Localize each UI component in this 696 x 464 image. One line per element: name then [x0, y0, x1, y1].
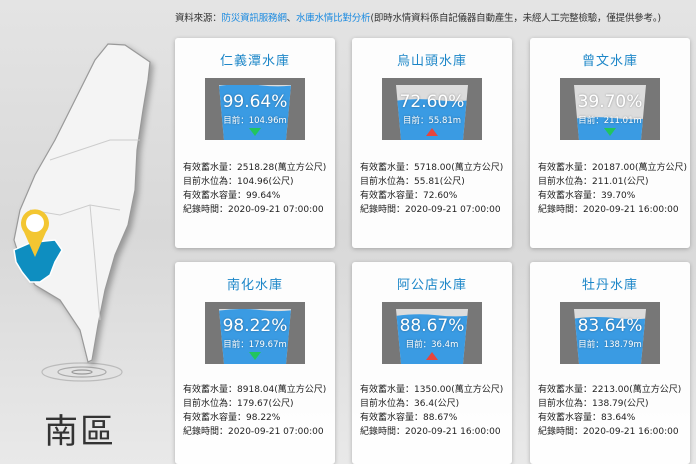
data-source-line: 資料來源：防災資訊服務網、水庫水情比對分析(即時水情資料係自記儀器自動產生，未經…	[175, 10, 661, 24]
storage-percent: 39.70%	[577, 92, 643, 112]
ripple	[71, 369, 93, 375]
reservoir-card[interactable]: 曾文水庫 39.70% 目前：211.01m 有效蓄水量：20187.00(萬立…	[530, 38, 690, 248]
taiwan-map	[13, 43, 151, 382]
ripple	[57, 366, 107, 378]
water-tank-gauge: 98.22% 目前：179.67m	[205, 302, 305, 364]
taiwan-island	[13, 43, 151, 363]
storage-percent: 99.64%	[222, 92, 288, 112]
storage-percent: 83.64%	[577, 316, 643, 336]
reservoir-name[interactable]: 仁義潭水庫	[219, 54, 290, 69]
separator: 、	[286, 13, 297, 24]
time-row: 紀錄時間：2020-09-21 07:00:00	[183, 205, 324, 215]
water-fill	[219, 309, 291, 364]
reservoir-info: 有效蓄水量：5718.00(萬立方公尺) 目前水位為：55.81(公尺) 有效蓄…	[360, 161, 503, 217]
capacity-row: 有效蓄水量：5718.00(萬立方公尺)	[360, 163, 504, 173]
current-level: 目前：179.67m	[223, 340, 287, 350]
source-note: (即時水情資料係自記儀器自動產生，未經人工完整檢驗，僅提供參考。)	[370, 13, 661, 24]
water-tank-gauge: 88.67% 目前：36.4m	[382, 302, 482, 364]
current-level: 目前：36.4m	[405, 340, 459, 350]
trend-up-icon	[426, 128, 438, 136]
ratio-row: 有效蓄水容量：39.70%	[538, 191, 636, 201]
capacity-row: 有效蓄水量：20187.00(萬立方公尺)	[538, 163, 687, 173]
reservoir-name[interactable]: 牡丹水庫	[581, 278, 638, 293]
trend-up-icon	[426, 352, 438, 360]
reservoir-info: 有效蓄水量：8918.04(萬立方公尺) 目前水位為：179.67(公尺) 有效…	[183, 383, 326, 439]
ratio-row: 有效蓄水容量：99.64%	[183, 191, 281, 201]
storage-percent: 98.22%	[222, 316, 288, 336]
water-fill	[396, 313, 468, 364]
reservoir-info: 有效蓄水量：20187.00(萬立方公尺) 目前水位為：211.01(公尺) 有…	[538, 161, 687, 217]
level-row: 目前水位為：211.01(公尺)	[538, 177, 649, 187]
water-tank-gauge: 39.70% 目前：211.01m	[560, 78, 660, 140]
capacity-row: 有效蓄水量：2518.28(萬立方公尺)	[183, 163, 327, 173]
region-title: 南區	[44, 412, 116, 452]
water-tank-gauge: 83.64% 目前：138.79m	[560, 302, 660, 364]
water-fill	[396, 98, 468, 140]
reservoir-name[interactable]: 南化水庫	[226, 278, 283, 293]
ratio-row: 有效蓄水容量：98.22%	[183, 413, 281, 423]
current-level: 目前：211.01m	[578, 116, 642, 126]
ratio-row: 有效蓄水容量：88.67%	[360, 413, 458, 423]
time-row: 紀錄時間：2020-09-21 16:00:00	[360, 427, 501, 437]
time-row: 紀錄時間：2020-09-21 07:00:00	[360, 205, 501, 215]
reservoir-name[interactable]: 烏山頭水庫	[396, 54, 467, 69]
ratio-row: 有效蓄水容量：72.60%	[360, 191, 458, 201]
ratio-row: 有效蓄水容量：83.64%	[538, 413, 636, 423]
capacity-row: 有效蓄水量：2213.00(萬立方公尺)	[538, 385, 682, 395]
reservoir-name[interactable]: 曾文水庫	[581, 54, 638, 69]
link-disaster-info[interactable]: 防災資訊服務網	[221, 13, 287, 24]
source-label: 資料來源：	[175, 13, 222, 24]
trend-down-icon	[249, 128, 261, 136]
time-row: 紀錄時間：2020-09-21 16:00:00	[538, 205, 679, 215]
level-row: 目前水位為：36.4(公尺)	[360, 399, 460, 409]
reservoir-card[interactable]: 阿公店水庫 88.67% 目前：36.4m 有效蓄水量：1350.00(萬立方公…	[352, 262, 512, 464]
capacity-row: 有效蓄水量：8918.04(萬立方公尺)	[183, 385, 327, 395]
reservoir-card[interactable]: 牡丹水庫 83.64% 目前：138.79m 有效蓄水量：2213.00(萬立方…	[530, 262, 690, 464]
current-level: 目前：104.96m	[223, 116, 287, 126]
water-tank-gauge: 99.64% 目前：104.96m	[205, 78, 305, 140]
highlighted-region[interactable]	[13, 239, 63, 283]
storage-percent: 72.60%	[399, 92, 465, 112]
storage-percent: 88.67%	[399, 316, 465, 336]
reservoir-card[interactable]: 南化水庫 98.22% 目前：179.67m 有效蓄水量：8918.04(萬立方…	[175, 262, 335, 464]
reservoir-info: 有效蓄水量：2518.28(萬立方公尺) 目前水位為：104.96(公尺) 有效…	[183, 161, 326, 217]
ripple	[41, 362, 123, 382]
location-pin-icon	[21, 209, 49, 257]
link-reservoir-compare[interactable]: 水庫水情比對分析	[295, 13, 371, 24]
water-fill	[574, 315, 646, 364]
water-tank-gauge: 72.60% 目前：55.81m	[382, 78, 482, 140]
level-row: 目前水位為：138.79(公尺)	[538, 399, 649, 409]
time-row: 紀錄時間：2020-09-21 07:00:00	[183, 427, 324, 437]
trend-down-icon	[249, 352, 261, 360]
level-row: 目前水位為：104.96(公尺)	[183, 177, 294, 187]
reservoir-info: 有效蓄水量：1350.00(萬立方公尺) 目前水位為：36.4(公尺) 有效蓄水…	[360, 383, 503, 439]
reservoir-info: 有效蓄水量：2213.00(萬立方公尺) 目前水位為：138.79(公尺) 有效…	[538, 383, 681, 439]
trend-down-icon	[604, 128, 616, 136]
reservoir-card[interactable]: 仁義潭水庫 99.64% 目前：104.96m 有效蓄水量：2518.28(萬立…	[175, 38, 335, 248]
current-level: 目前：55.81m	[402, 116, 462, 126]
time-row: 紀錄時間：2020-09-21 16:00:00	[538, 427, 679, 437]
current-level: 目前：138.79m	[578, 340, 642, 350]
reservoir-card[interactable]: 烏山頭水庫 72.60% 目前：55.81m 有效蓄水量：5718.00(萬立方…	[352, 38, 512, 248]
level-row: 目前水位為：55.81(公尺)	[360, 177, 465, 187]
level-row: 目前水位為：179.67(公尺)	[183, 399, 294, 409]
capacity-row: 有效蓄水量：1350.00(萬立方公尺)	[360, 385, 504, 395]
water-fill	[219, 85, 291, 140]
reservoir-name[interactable]: 阿公店水庫	[396, 278, 467, 293]
